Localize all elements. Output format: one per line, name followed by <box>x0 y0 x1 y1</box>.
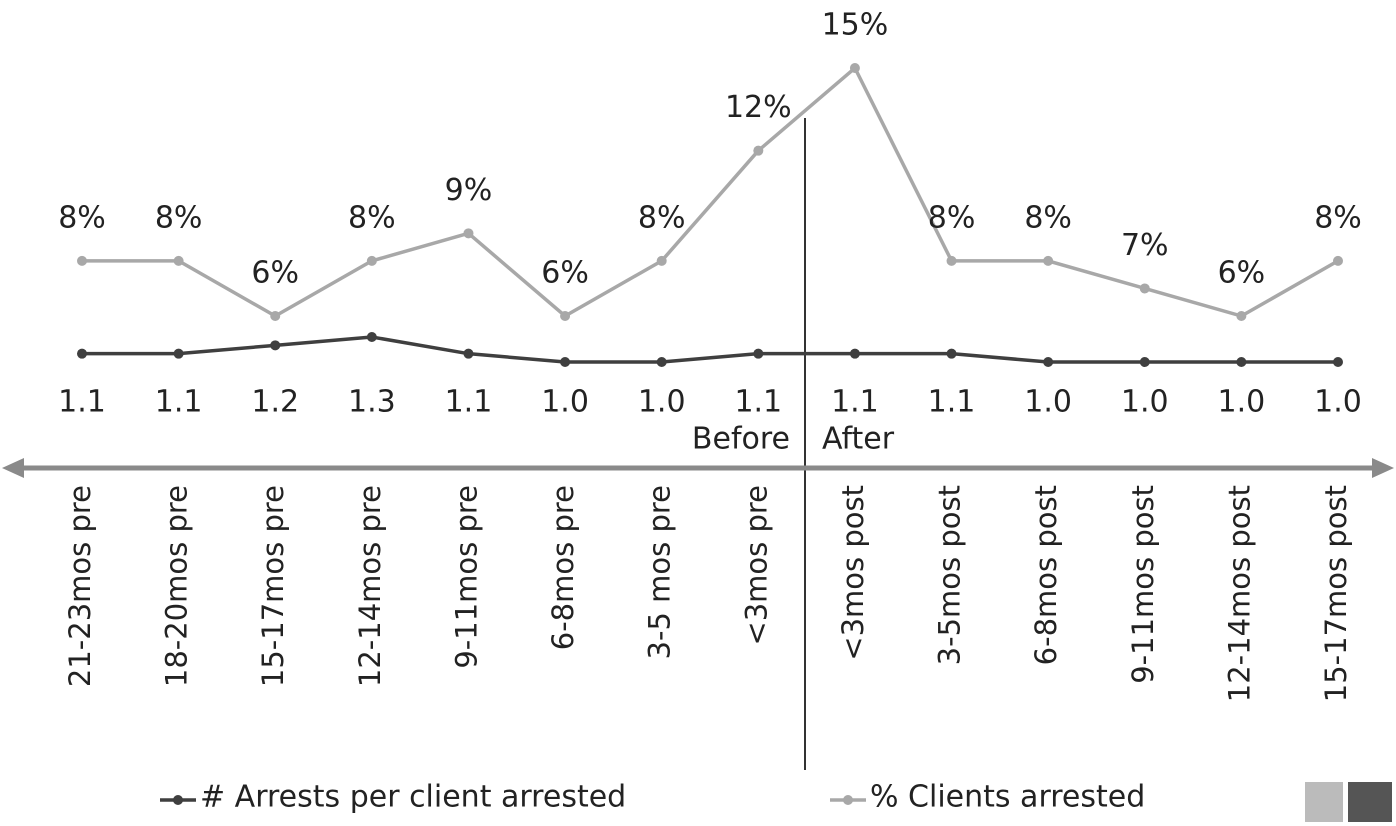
data-point <box>1333 255 1343 266</box>
data-point <box>560 311 571 321</box>
logo-block <box>1348 782 1392 822</box>
data-point <box>270 311 281 321</box>
data-label: 6% <box>251 256 299 291</box>
x-tick-label: 15-17mos post <box>1319 485 1353 702</box>
x-tick-label: 15-17mos pre <box>256 485 290 687</box>
data-label: 1.0 <box>1218 385 1266 420</box>
data-point <box>1236 357 1247 367</box>
data-point <box>946 348 957 359</box>
data-label: 1.0 <box>638 385 686 420</box>
data-point <box>173 255 184 266</box>
data-point <box>270 340 281 351</box>
data-label: 8% <box>638 200 686 235</box>
x-tick-label: 9-11mos post <box>1126 485 1160 684</box>
data-point <box>946 255 957 266</box>
data-label: 9% <box>445 173 493 208</box>
data-label: 8% <box>1024 200 1072 235</box>
data-label: 1.0 <box>1314 385 1362 420</box>
x-tick-label: 6-8mos pre <box>546 485 580 650</box>
data-label: 1.0 <box>541 385 589 420</box>
x-tick-label: 3-5 mos pre <box>643 485 677 659</box>
data-point <box>1043 255 1054 266</box>
data-label: 6% <box>541 256 589 291</box>
data-point <box>1139 283 1150 294</box>
x-tick-label: <3mos pre <box>739 485 773 646</box>
data-label: 8% <box>1314 200 1362 235</box>
data-point <box>463 228 474 239</box>
data-point <box>1333 357 1343 367</box>
x-tick-label: 6-8mos post <box>1029 485 1063 665</box>
x-tick-label: 12-14mos post <box>1222 485 1256 702</box>
data-label: 8% <box>348 200 396 235</box>
data-label: 12% <box>725 90 792 125</box>
data-point <box>656 357 667 367</box>
data-point <box>656 255 667 266</box>
data-point <box>366 332 377 342</box>
data-label: 8% <box>155 200 203 235</box>
x-tick-label: 18-20mos pre <box>160 485 194 687</box>
legend-marker <box>173 795 183 805</box>
legend-label: % Clients arrested <box>870 780 1145 815</box>
axis-arrow-left <box>2 458 24 478</box>
data-label: 1.1 <box>928 385 976 420</box>
data-label: 7% <box>1121 228 1169 263</box>
data-label: 1.0 <box>1121 385 1169 420</box>
data-point <box>1043 357 1054 367</box>
legend-marker <box>843 795 853 805</box>
data-point <box>753 145 764 156</box>
logo-block <box>1305 782 1343 822</box>
before-label: Before <box>692 422 790 457</box>
data-point <box>849 63 860 73</box>
x-tick-label: 21-23mos pre <box>63 485 97 687</box>
data-point <box>849 348 860 359</box>
data-label: 1.0 <box>1024 385 1072 420</box>
data-point <box>77 255 87 266</box>
data-label: 8% <box>58 200 106 235</box>
x-tick-label: 3-5mos post <box>933 485 967 665</box>
after-label: After <box>822 422 895 457</box>
data-point <box>77 348 87 359</box>
data-label: 6% <box>1218 256 1266 291</box>
data-label: 1.1 <box>734 385 782 420</box>
series-line <box>82 335 1338 364</box>
data-point <box>1139 357 1150 367</box>
data-point <box>366 255 377 266</box>
data-label: 1.1 <box>831 385 879 420</box>
data-point <box>1236 311 1247 321</box>
x-tick-label: 9-11mos pre <box>449 485 483 669</box>
data-label: 1.2 <box>251 385 299 420</box>
axis-arrow-right <box>1372 458 1394 478</box>
data-label: 1.1 <box>155 385 203 420</box>
data-label: 8% <box>928 200 976 235</box>
data-label: 1.3 <box>348 385 396 420</box>
data-point <box>753 348 764 359</box>
data-label: 15% <box>822 8 889 43</box>
data-label: 1.1 <box>445 385 493 420</box>
data-point <box>463 348 474 359</box>
x-tick-label: <3mos post <box>836 485 870 661</box>
legend-label: # Arrests per client arrested <box>200 780 626 815</box>
x-tick-label: 12-14mos pre <box>353 485 387 687</box>
data-point <box>173 348 184 359</box>
data-point <box>560 357 571 367</box>
data-label: 1.1 <box>58 385 106 420</box>
series-line <box>82 65 1339 319</box>
